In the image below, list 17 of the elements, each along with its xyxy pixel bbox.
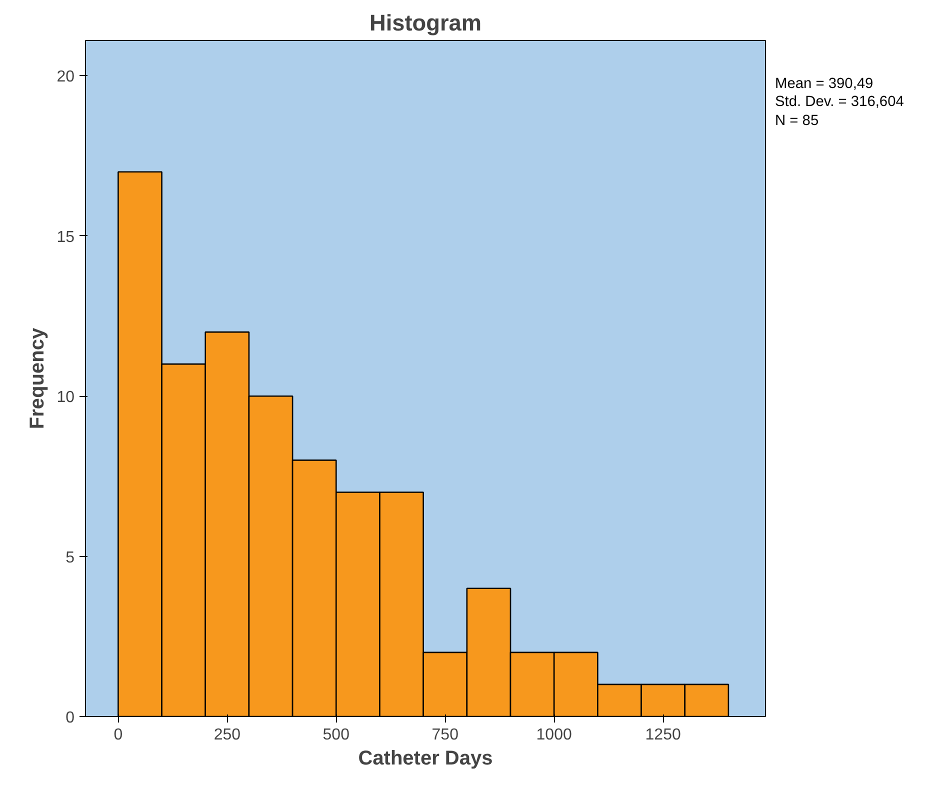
y-tick-label: 5	[66, 549, 75, 566]
text: Mean = 390,49	[775, 76, 874, 92]
text: N = 85	[775, 112, 819, 129]
y-axis-title: Frequency	[26, 327, 49, 430]
y-tick-label: 10	[56, 389, 75, 406]
text: Std. Dev. = 316,604	[775, 94, 904, 110]
x-tick-label: 500	[322, 726, 350, 744]
chart-title: Histogram	[369, 10, 482, 36]
y-tick-label: 20	[56, 68, 75, 86]
x-tick-label: 750	[432, 726, 459, 744]
x-axis-title: Catheter Days	[358, 748, 493, 770]
y-tick-label: 0	[66, 710, 75, 726]
x-tick-label: 1000	[536, 726, 572, 744]
x-tick-label: 0	[114, 726, 123, 744]
y-tick-label: 15	[56, 228, 75, 246]
x-tick-label: 250	[214, 726, 241, 744]
x-tick-label: 1250	[645, 726, 681, 744]
